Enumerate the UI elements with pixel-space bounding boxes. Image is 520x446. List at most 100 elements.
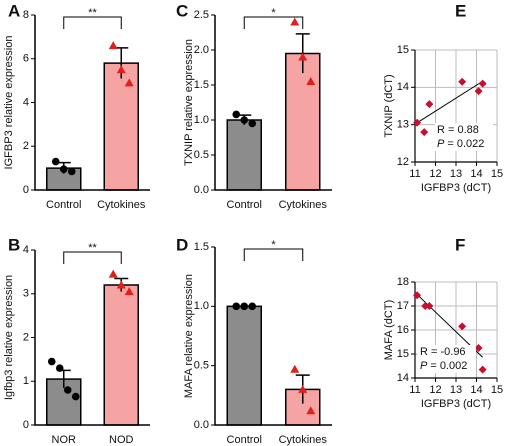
axes [214,15,332,191]
data-point [425,302,434,310]
data-point [108,41,118,50]
data-point [63,386,72,394]
y-tick-label: 3 [23,288,29,300]
significance-label: ** [88,7,97,19]
bar [285,52,321,191]
data-point [232,302,241,311]
bar [226,119,262,191]
data-point [458,77,467,86]
panel-letter: C [176,1,188,20]
y-tick-label: 0 [23,419,29,431]
data-point [240,116,249,124]
y-tick-label: 4 [23,244,29,256]
x-tick-label: NOR [52,434,77,446]
y-tick-label: 1.0 [194,114,209,126]
panel-letter: A [8,1,20,20]
y-axis-label: IGFBP3 relative expression [3,36,15,170]
data-point [232,110,241,119]
significance-label: * [271,7,276,19]
x-tick-label: Control [46,199,81,211]
y-tick-label: 18 [397,276,409,288]
axes [34,250,150,426]
y-tick-label: 12 [397,156,409,168]
annotation-bg [418,345,476,373]
y-axis-label: TXNIP relative expression [183,39,195,166]
y-tick-label: 6 [23,53,29,65]
panel-letter: B [8,235,20,254]
data-point [306,77,316,85]
fit-line [416,80,483,124]
data-point [51,157,60,166]
x-tick-label: 12 [429,168,441,180]
x-tick-label: Control [227,199,262,211]
bar [226,305,262,426]
p-symbol: P [420,360,428,372]
axes [214,247,332,426]
x-tick-label: Control [227,434,262,446]
p-symbol: P [437,138,445,150]
y-tick-label: 2.0 [194,44,209,56]
annotation-bg [435,123,493,151]
significance-label: * [271,239,276,251]
x-tick-label: Cytokines [97,199,146,211]
data-point [240,302,249,311]
data-point [421,302,430,310]
y-axis-label: TXNIP (dCT) [383,74,395,137]
panel-letter: E [455,1,466,20]
bar [103,62,139,191]
y-tick-label: 0.0 [194,184,209,196]
x-tick-label: 13 [450,168,462,180]
x-tick-label: 12 [429,384,441,396]
axes [414,50,497,163]
x-tick-label: Cytokines [279,434,328,446]
y-tick-label: 16 [397,324,409,336]
y-tick-label: 8 [23,9,29,21]
y-tick-label: 1 [23,375,29,387]
y-tick-label: 1.5 [194,79,209,91]
y-tick-label: 4 [23,96,29,108]
y-axis-label: MAFA (dCT) [383,300,395,361]
data-point [458,322,467,331]
data-point [47,357,56,366]
data-point [124,287,134,296]
bar [103,284,139,426]
significance-bracket [63,251,122,264]
y-axis-label: MAFA relative expression [183,274,195,398]
significance-bracket [63,16,122,29]
significance-label: ** [88,242,97,254]
y-tick-label: 0.5 [194,360,209,372]
x-axis-label: IGFBP3 (dCT) [421,182,491,194]
y-tick-label: 0.5 [194,149,209,161]
data-point [248,302,257,311]
data-point [306,406,316,415]
data-point [248,119,257,128]
data-point [124,78,134,87]
x-tick-label: NOD [109,434,134,446]
data-point [474,87,483,96]
data-point [425,100,434,109]
data-point [290,364,300,373]
y-tick-label: 17 [397,300,409,312]
y-tick-label: 13 [397,119,409,131]
x-tick-label: 11 [409,384,420,396]
y-tick-label: 15 [397,348,409,360]
x-tick-label: 15 [491,168,503,180]
data-point [116,280,126,289]
r-annotation: R = -0.96 [420,346,466,358]
data-point [59,165,68,174]
p-value: = 0.002 [430,360,467,372]
data-point [298,384,308,393]
y-tick-label: 15 [397,44,409,56]
data-point [420,128,429,137]
data-point [474,344,483,352]
significance-bracket [243,248,304,261]
y-axis-label: Igfbp3 relative expression [3,275,15,400]
x-tick-label: 14 [470,384,482,396]
data-point [413,291,422,300]
data-point [71,392,80,401]
x-tick-label: 13 [450,384,462,396]
data-point [413,118,422,127]
y-tick-label: 2 [23,140,29,152]
data-point [478,79,487,88]
